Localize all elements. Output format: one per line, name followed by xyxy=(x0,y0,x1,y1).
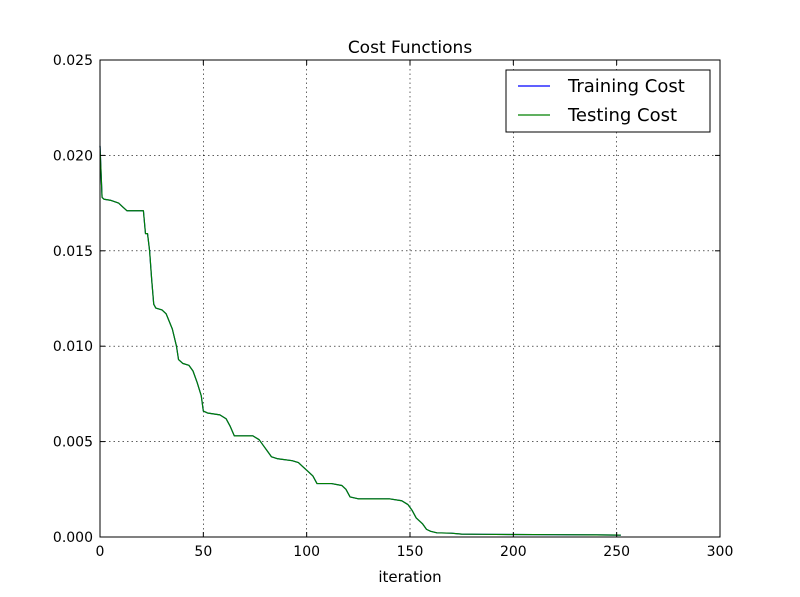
x-tick-label: 150 xyxy=(397,544,424,560)
x-tick-label: 250 xyxy=(603,544,630,560)
legend-box xyxy=(505,69,711,133)
legend-label-training-cost: Training Cost xyxy=(567,76,685,97)
y-tick-label: 0.015 xyxy=(53,244,93,260)
chart-title: Cost Functions xyxy=(348,38,473,58)
x-tick-label: 200 xyxy=(500,544,527,560)
y-tick-label: 0.010 xyxy=(53,339,93,355)
axis-ticks xyxy=(99,59,721,538)
y-tick-label: 0.005 xyxy=(53,435,93,451)
x-tick-label: 300 xyxy=(707,544,734,560)
x-axis-label: iteration xyxy=(378,568,441,586)
x-tick-labels: 0 50 100 150 200 250 300 xyxy=(96,544,734,560)
series-line-testing-cost xyxy=(99,145,621,536)
grid-lines xyxy=(100,60,720,537)
y-tick-label: 0.020 xyxy=(53,148,93,164)
legend-label-testing-cost: Testing Cost xyxy=(567,105,677,126)
x-tick-label: 50 xyxy=(194,544,212,560)
legend: Training Cost Testing Cost xyxy=(505,69,711,133)
y-tick-label: 0.000 xyxy=(53,530,93,546)
y-tick-labels: 0.000 0.005 0.010 0.015 0.020 0.025 xyxy=(53,53,93,546)
x-tick-label: 0 xyxy=(96,544,105,560)
y-tick-label: 0.025 xyxy=(53,53,93,69)
x-tick-label: 100 xyxy=(293,544,320,560)
series-layer xyxy=(99,145,621,536)
